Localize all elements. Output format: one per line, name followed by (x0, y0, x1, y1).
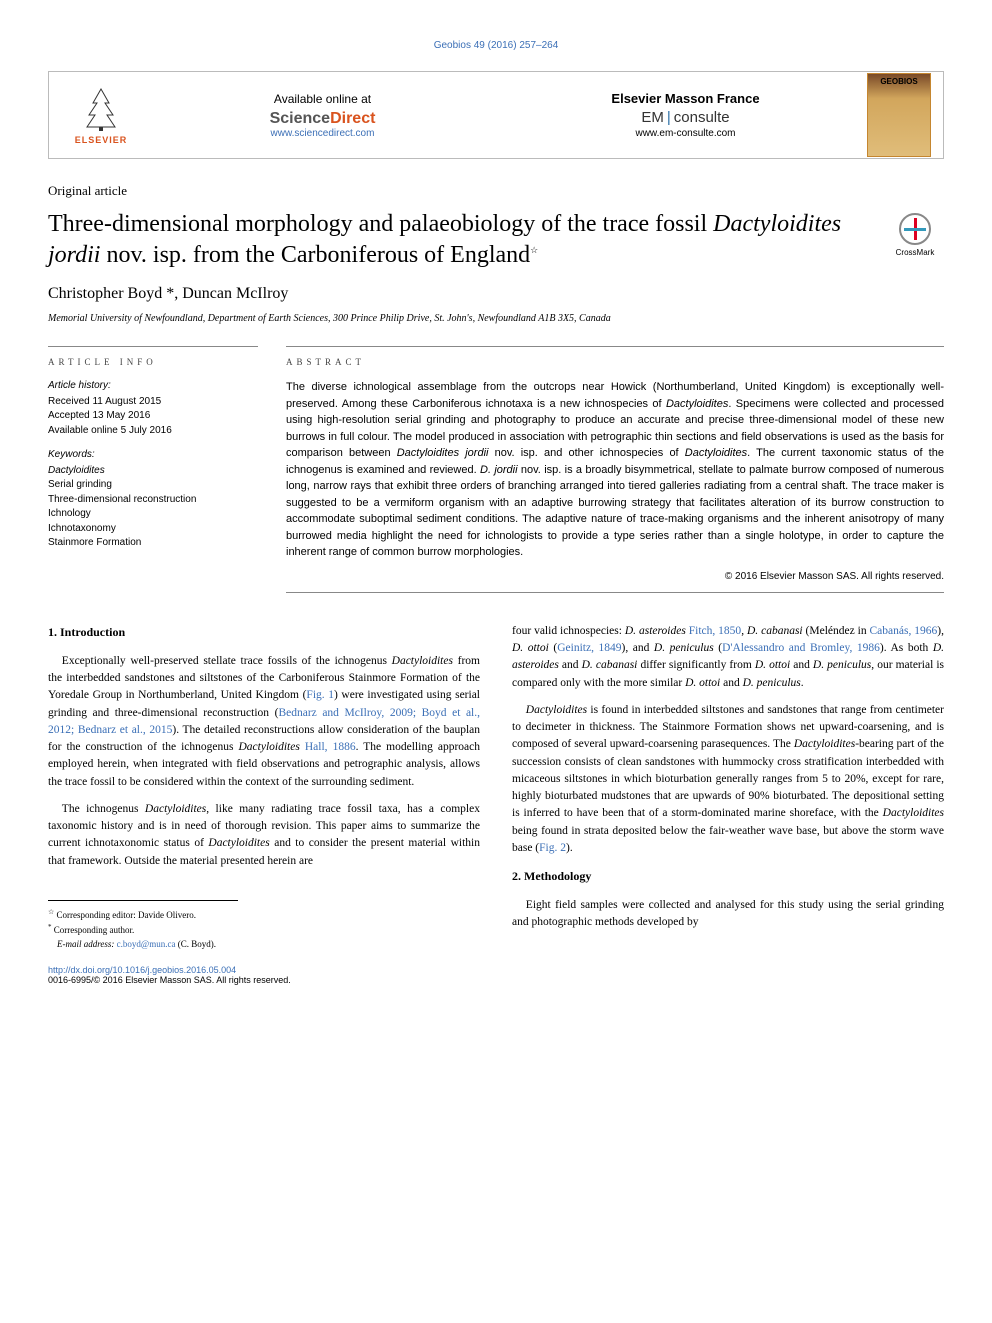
elsevier-logo: ELSEVIER (61, 80, 141, 150)
citation-link[interactable]: Geinitz, 1849 (557, 642, 621, 654)
doi-link[interactable]: http://dx.doi.org/10.1016/j.geobios.2016… (48, 965, 236, 975)
journal-cover-thumbnail: GEOBIOS (867, 73, 931, 157)
article-info-label: ARTICLE INFO (48, 357, 258, 367)
section-2-title: 2. Methodology (512, 867, 944, 885)
abstract-copyright: © 2016 Elsevier Masson SAS. All rights r… (286, 571, 944, 582)
sciencedirect-link[interactable]: www.sciencedirect.com (141, 128, 504, 139)
journal-reference: Geobios 49 (2016) 257–264 (48, 40, 944, 51)
title-footnote-star-icon: ☆ (530, 245, 538, 255)
em-consulte-logo: EM|consulte (504, 109, 867, 126)
section-1-title: 1. Introduction (48, 623, 480, 641)
sciencedirect-block: Available online at ScienceDirect www.sc… (141, 92, 504, 139)
title-row: Three-dimensional morphology and palaeob… (48, 209, 944, 271)
footnote-star-icon: ☆ (48, 908, 54, 916)
crossmark-label: CrossMark (886, 248, 944, 257)
keyword: Ichnotaxonomy (48, 523, 116, 534)
body-columns: 1. Introduction Exceptionally well-prese… (48, 623, 944, 952)
figure-ref-link[interactable]: Fig. 1 (306, 689, 334, 701)
abstract-column: ABSTRACT The diverse ichnological assemb… (286, 346, 944, 593)
authors: Christopher Boyd *, Duncan McIlroy (48, 285, 944, 303)
footnotes: ☆ Corresponding editor: Davide Olivero. … (48, 900, 238, 952)
paragraph: Exceptionally well-preserved stellate tr… (48, 653, 480, 791)
em-consulte-block: Elsevier Masson France EM|consulte www.e… (504, 91, 867, 139)
abstract-text: The diverse ichnological assemblage from… (286, 379, 944, 561)
article-info-column: ARTICLE INFO Article history: Received 1… (48, 346, 258, 593)
elsevier-wordmark: ELSEVIER (75, 135, 128, 145)
email-link[interactable]: c.boyd@mun.ca (117, 939, 176, 949)
keyword: Dactyloidites (48, 465, 105, 476)
paragraph: four valid ichnospecies: D. asteroides F… (512, 623, 944, 692)
body-column-right: four valid ichnospecies: D. asteroides F… (512, 623, 944, 952)
doi-copyright-footer: http://dx.doi.org/10.1016/j.geobios.2016… (48, 965, 944, 985)
keyword: Three-dimensional reconstruction (48, 494, 196, 505)
abstract-label: ABSTRACT (286, 357, 944, 367)
paragraph: Dactyloidites is found in interbedded si… (512, 702, 944, 857)
figure-ref-link[interactable]: Fig. 2 (539, 842, 566, 854)
keyword: Ichnology (48, 508, 91, 519)
paragraph: Eight field samples were collected and a… (512, 897, 944, 932)
citation-link[interactable]: Fitch, 1850 (689, 625, 741, 637)
journal-cover-title: GEOBIOS (868, 77, 930, 86)
crossmark-icon (899, 213, 931, 245)
keywords-block: Keywords: Dactyloidites Serial grinding … (48, 448, 258, 551)
em-consulte-link[interactable]: www.em-consulte.com (504, 128, 867, 139)
footnote-asterisk-icon: * (48, 923, 52, 931)
publisher-top-bar: ELSEVIER Available online at ScienceDire… (48, 71, 944, 159)
citation-link[interactable]: Cabanás, 1966 (870, 625, 938, 637)
citation-link[interactable]: D'Alessandro and Bromley, 1986 (722, 642, 880, 654)
paragraph: The ichnogenus Dactyloidites, like many … (48, 801, 480, 870)
keyword: Serial grinding (48, 479, 112, 490)
em-publisher-title: Elsevier Masson France (504, 91, 867, 106)
article-type: Original article (48, 183, 944, 199)
sciencedirect-logo: ScienceDirect (141, 110, 504, 128)
available-online-label: Available online at (141, 92, 504, 106)
affiliation: Memorial University of Newfoundland, Dep… (48, 313, 944, 324)
article-history: Article history: Received 11 August 2015… (48, 379, 258, 438)
citation-link[interactable]: Hall, 1886 (305, 741, 356, 753)
article-title: Three-dimensional morphology and palaeob… (48, 209, 876, 271)
crossmark-badge[interactable]: CrossMark (886, 213, 944, 257)
citation-link[interactable]: Bednarz and McIlroy, 2009; Boyd et al., … (48, 707, 480, 736)
body-column-left: 1. Introduction Exceptionally well-prese… (48, 623, 480, 952)
elsevier-tree-icon (79, 85, 123, 133)
keyword: Stainmore Formation (48, 537, 141, 548)
